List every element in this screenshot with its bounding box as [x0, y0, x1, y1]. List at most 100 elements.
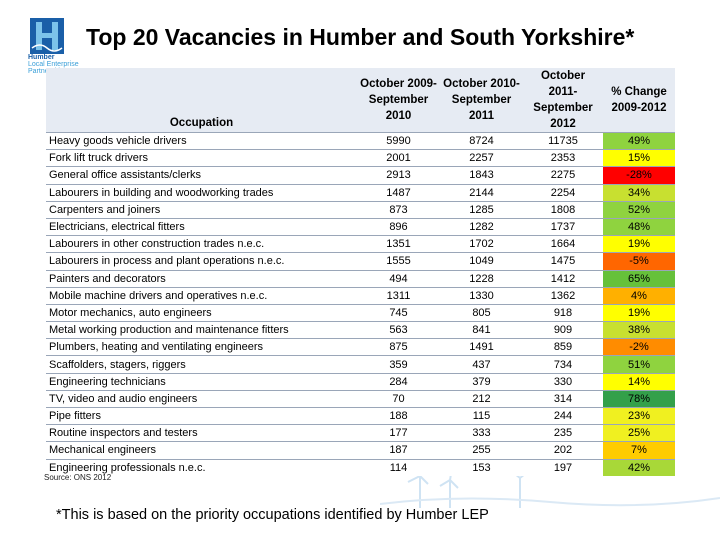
table-row: General office assistants/clerks 2913 1843…: [46, 166, 675, 185]
occupation-cell: Painters and decorators: [46, 269, 357, 288]
value-2010-cell: 494: [357, 269, 440, 288]
occupation-cell: Engineering technicians: [46, 372, 357, 391]
change-cell: 19%: [603, 303, 675, 322]
value-2012-cell: 11735: [523, 131, 603, 150]
value-2012-cell: 1412: [523, 269, 603, 288]
value-2012-cell: 244: [523, 406, 603, 425]
value-2011-cell: 1843: [440, 166, 523, 185]
change-cell: 52%: [603, 200, 675, 219]
value-2012-cell: 2254: [523, 183, 603, 202]
occupation-cell: Heavy goods vehicle drivers: [46, 131, 357, 150]
table-row: Mechanical engineers 187 255 202 7%: [46, 441, 675, 460]
table-row: Pipe fitters 188 115 244 23%: [46, 406, 675, 425]
occupation-cell: Electricians, electrical fitters: [46, 217, 357, 236]
change-cell: -28%: [603, 166, 675, 185]
occupation-cell: Engineering professionals n.e.c.: [46, 458, 357, 476]
value-2010-cell: 1487: [357, 183, 440, 202]
value-2011-cell: 437: [440, 355, 523, 374]
occupation-cell: TV, video and audio engineers: [46, 389, 357, 408]
occupation-cell: Labourers in building and woodworking tr…: [46, 183, 357, 202]
table-row: Labourers in process and plant operation…: [46, 252, 675, 270]
header-change: % Change 2009-2012: [603, 68, 675, 133]
value-2011-cell: 1491: [440, 338, 523, 356]
change-cell: -5%: [603, 252, 675, 270]
change-cell: -2%: [603, 338, 675, 356]
value-2010-cell: 563: [357, 321, 440, 339]
value-2012-cell: 909: [523, 321, 603, 339]
value-2012-cell: 1808: [523, 200, 603, 219]
table-row: Labourers in building and woodworking tr…: [46, 183, 675, 202]
table-row: Heavy goods vehicle drivers 5990 8724 11735…: [46, 131, 675, 150]
occupation-cell: Motor mechanics, auto engineers: [46, 303, 357, 322]
value-2010-cell: 1555: [357, 252, 440, 270]
value-2010-cell: 873: [357, 200, 440, 219]
occupation-cell: Plumbers, heating and ventilating engine…: [46, 338, 357, 356]
table-row: Routine inspectors and testers 177 333 235 2…: [46, 424, 675, 442]
page-title: Top 20 Vacancies in Humber and South Yor…: [86, 24, 635, 50]
logo-line-2: Local Enterprise: [28, 61, 79, 68]
table-row: Painters and decorators 494 1228 1412 65%: [46, 269, 675, 288]
occupation-cell: Labourers in process and plant operation…: [46, 252, 357, 270]
occupation-cell: Labourers in other construction trades n…: [46, 235, 357, 253]
humber-lep-logo: Humber Local Enterprise Partnership: [28, 18, 88, 76]
value-2012-cell: 197: [523, 458, 603, 476]
table-row: Scaffolders, stagers, riggers 359 437 734 51…: [46, 355, 675, 374]
value-2011-cell: 1228: [440, 269, 523, 288]
change-cell: 51%: [603, 355, 675, 374]
occupation-cell: Mechanical engineers: [46, 441, 357, 460]
change-cell: 14%: [603, 372, 675, 391]
logo-text: Humber Local Enterprise Partnership: [28, 54, 98, 75]
table-row: Engineering technicians 284 379 330 14%: [46, 372, 675, 391]
change-cell: 78%: [603, 389, 675, 408]
value-2012-cell: 2353: [523, 149, 603, 167]
value-2011-cell: 1330: [440, 286, 523, 305]
value-2010-cell: 5990: [357, 131, 440, 150]
value-2011-cell: 1049: [440, 252, 523, 270]
value-2010-cell: 114: [357, 458, 440, 476]
header-occupation: Occupation: [46, 68, 357, 133]
occupation-cell: Mobile machine drivers and operatives n.…: [46, 286, 357, 305]
change-cell: 23%: [603, 406, 675, 425]
value-2010-cell: 177: [357, 424, 440, 442]
value-2012-cell: 1475: [523, 252, 603, 270]
value-2010-cell: 359: [357, 355, 440, 374]
value-2010-cell: 875: [357, 338, 440, 356]
table-header-row: Occupation October 2009- September 2010 …: [46, 68, 675, 133]
header-2010: October 2009- September 2010: [357, 68, 440, 133]
table-row: Metal working production and maintenance…: [46, 321, 675, 339]
change-cell: 34%: [603, 183, 675, 202]
table-row: Mobile machine drivers and operatives n.…: [46, 286, 675, 305]
value-2011-cell: 255: [440, 441, 523, 460]
value-2010-cell: 1351: [357, 235, 440, 253]
value-2010-cell: 187: [357, 441, 440, 460]
value-2012-cell: 1737: [523, 217, 603, 236]
occupation-cell: Pipe fitters: [46, 406, 357, 425]
table-row: Motor mechanics, auto engineers 745 805 918…: [46, 303, 675, 322]
change-cell: 65%: [603, 269, 675, 288]
table-row: Engineering professionals n.e.c. 114 153 19…: [46, 458, 675, 476]
value-2011-cell: 115: [440, 406, 523, 425]
table-row: Plumbers, heating and ventilating engine…: [46, 338, 675, 356]
logo-line-3: Partnership: [28, 68, 98, 75]
change-cell: 49%: [603, 131, 675, 150]
occupation-cell: General office assistants/clerks: [46, 166, 357, 185]
occupation-cell: Carpenters and joiners: [46, 200, 357, 219]
occupation-cell: Scaffolders, stagers, riggers: [46, 355, 357, 374]
change-cell: 48%: [603, 217, 675, 236]
value-2011-cell: 379: [440, 372, 523, 391]
header-2012: October 2011- September 2012: [523, 68, 603, 133]
value-2010-cell: 188: [357, 406, 440, 425]
value-2012-cell: 330: [523, 372, 603, 391]
value-2011-cell: 212: [440, 389, 523, 408]
value-2011-cell: 1702: [440, 235, 523, 253]
value-2011-cell: 2144: [440, 183, 523, 202]
value-2010-cell: 2913: [357, 166, 440, 185]
value-2010-cell: 745: [357, 303, 440, 322]
value-2012-cell: 314: [523, 389, 603, 408]
value-2012-cell: 734: [523, 355, 603, 374]
change-cell: 19%: [603, 235, 675, 253]
value-2010-cell: 896: [357, 217, 440, 236]
occupation-cell: Metal working production and maintenance…: [46, 321, 357, 339]
humber-h-logo-icon: [30, 18, 64, 54]
value-2010-cell: 70: [357, 389, 440, 408]
